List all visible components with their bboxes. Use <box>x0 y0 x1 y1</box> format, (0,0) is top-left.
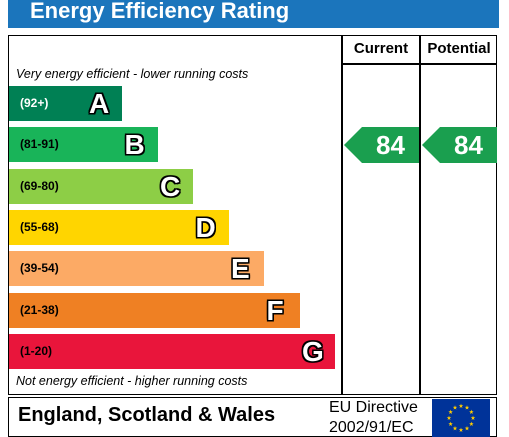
band-range-label: (81-91) <box>20 137 59 152</box>
eu-flag-star <box>446 415 452 420</box>
divider-potential <box>419 35 421 395</box>
potential-rating-value: 84 <box>454 129 483 160</box>
band-letter: C <box>160 170 181 202</box>
eu-flag-star <box>452 425 458 431</box>
rating-table <box>8 35 497 395</box>
header-divider <box>342 63 497 65</box>
band-letter: A <box>89 88 110 119</box>
rating-band-e: (39-54) E <box>9 251 264 287</box>
eu-flag-star <box>464 405 470 410</box>
rating-band-b: (81-91) B <box>9 127 158 163</box>
rating-band-d: (55-68) D <box>9 209 229 245</box>
eu-flag-star <box>448 409 453 414</box>
band-letter: D <box>195 211 216 243</box>
eu-flag-star <box>464 425 470 431</box>
potential-rating-arrow: 84 <box>422 126 497 163</box>
band-letter: G <box>302 335 324 367</box>
band-range-label: (69-80) <box>20 178 59 193</box>
rating-band-g: (1-20) G <box>9 333 335 369</box>
rating-band-c: (69-80) C <box>9 168 193 204</box>
column-header-current: Current <box>353 40 409 57</box>
band-range-label: (92+) <box>20 96 49 110</box>
current-arrow-shape <box>344 126 419 163</box>
eu-flag-star <box>458 403 464 408</box>
band-range-label: (39-54) <box>20 261 59 276</box>
band-letter: F <box>266 294 284 326</box>
rating-band-a: (92+) A <box>9 86 122 121</box>
note-very-efficient: Very energy efficient - lower running co… <box>16 67 249 81</box>
eu-flag-star <box>448 421 453 426</box>
column-header-potential: Potential <box>427 40 491 57</box>
eu-flag-star <box>469 421 474 426</box>
potential-arrow-shape <box>422 126 497 163</box>
current-rating-arrow: 84 <box>344 126 419 163</box>
note-not-efficient: Not energy efficient - higher running co… <box>16 374 248 388</box>
eu-flag-icon <box>432 399 490 437</box>
eu-flag-star <box>452 405 458 410</box>
title-bar: Energy Efficiency Rating <box>8 0 499 28</box>
band-range-label: (55-68) <box>20 219 59 234</box>
eu-directive-number: 2002/91/EC <box>329 419 414 436</box>
country-label: England, Scotland & Wales <box>18 404 276 426</box>
eu-flag-star <box>470 415 476 420</box>
current-rating-value: 84 <box>376 129 405 160</box>
band-range-label: (1-20) <box>20 343 53 358</box>
eu-flag-star <box>469 409 474 414</box>
divider-current <box>341 35 343 395</box>
band-letter: B <box>124 129 145 161</box>
chart-title: Energy Efficiency Rating <box>30 0 290 23</box>
rating-band-f: (21-38) F <box>9 292 300 328</box>
band-range-label: (21-38) <box>20 302 59 317</box>
eu-directive-label: EU Directive <box>329 399 418 416</box>
band-letter: E <box>231 253 250 285</box>
